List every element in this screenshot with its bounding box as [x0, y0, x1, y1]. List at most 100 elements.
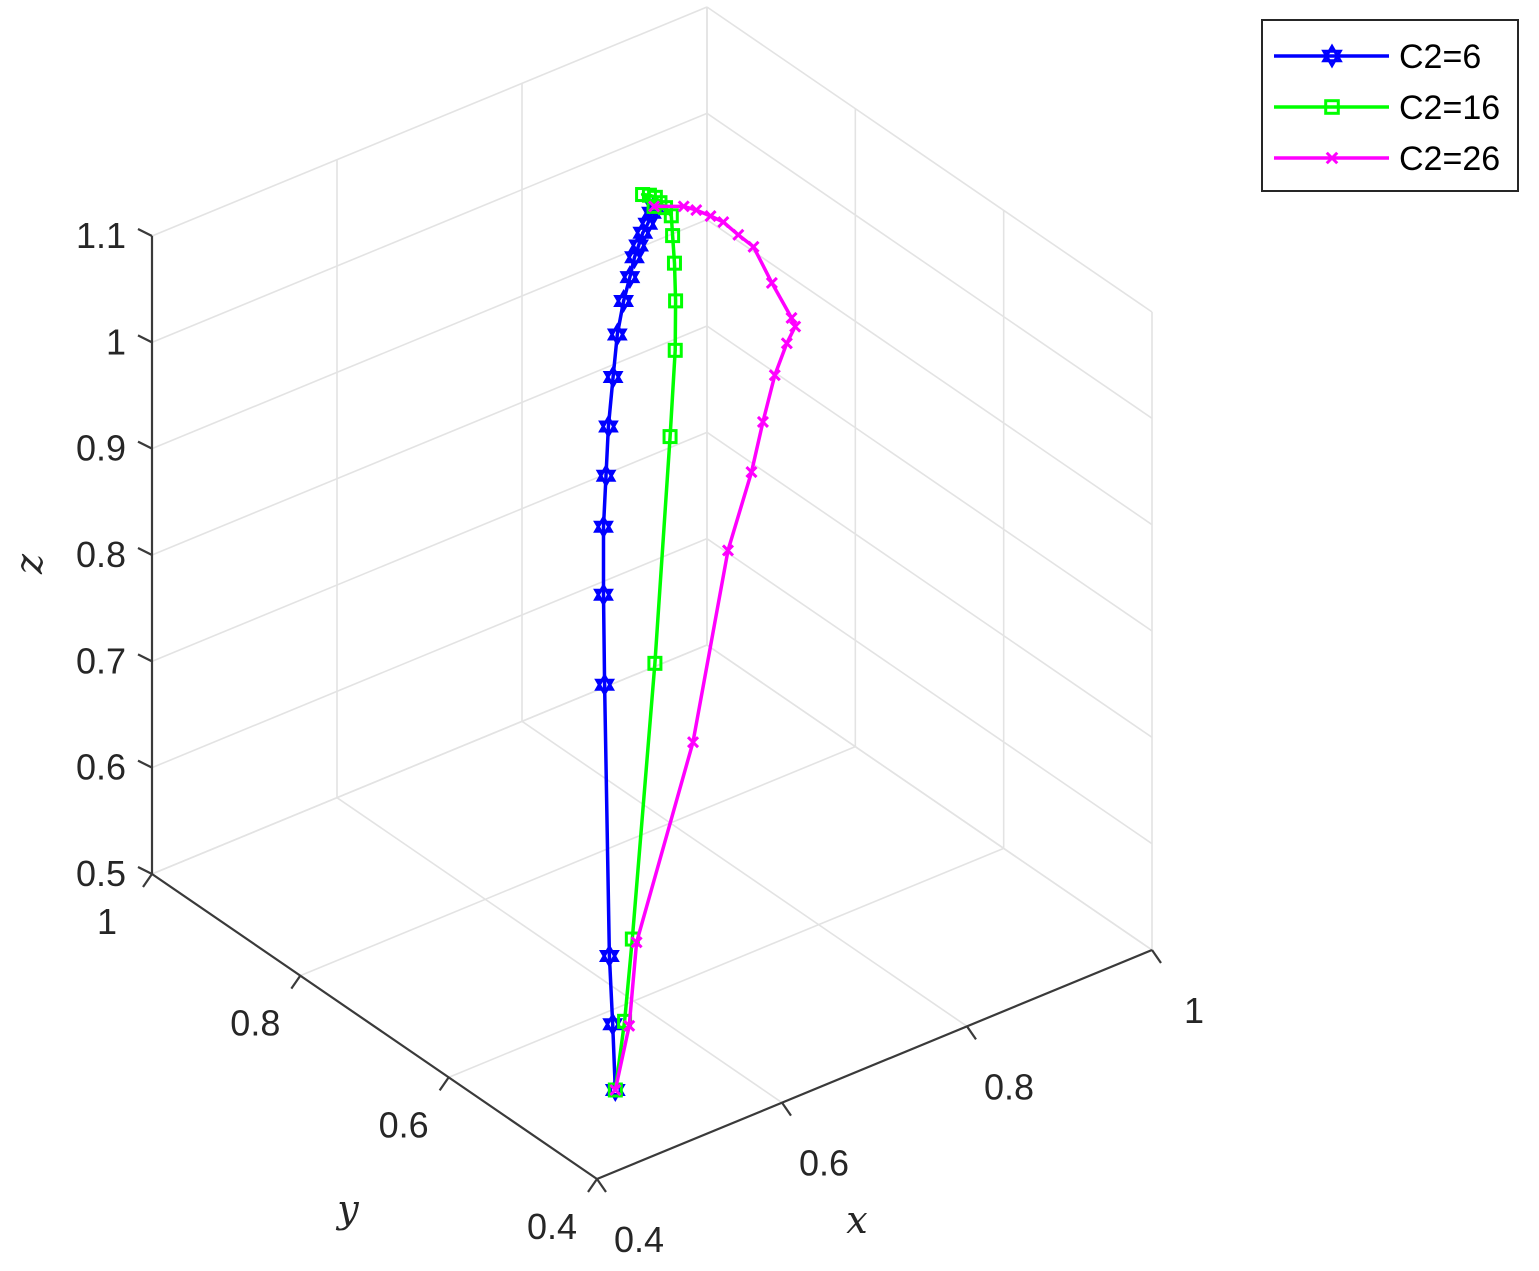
marker-hexagram	[595, 463, 617, 488]
x-tick-label: 0.6	[799, 1143, 849, 1184]
marker-square	[667, 342, 683, 358]
z-tick	[137, 547, 153, 556]
axes: 0.4 0.6 0.8 1 0.4 0.6 0.8 1 0.5 0.6 0.7 0.8 0.9 1 1.1	[76, 215, 1204, 1260]
marker-x	[609, 1083, 622, 1097]
z-tick	[137, 440, 153, 450]
marker-square	[1324, 99, 1340, 115]
grid-line	[448, 847, 1004, 1079]
x-axis-label: x	[846, 1198, 867, 1242]
legend-entry: C2=6	[1274, 38, 1481, 76]
marker-x	[768, 369, 781, 382]
x-tick	[596, 1178, 607, 1193]
marker-hexagram	[602, 365, 624, 389]
x-tick-label: 0.8	[984, 1066, 1034, 1107]
marker-x	[648, 200, 661, 213]
marker-x	[1325, 151, 1339, 165]
marker-square	[662, 429, 678, 445]
legend-entry: C2=26	[1274, 140, 1500, 178]
grid-line	[151, 431, 708, 663]
legend-label: C2=26	[1399, 140, 1500, 178]
marker-x	[677, 200, 690, 213]
y-tick	[142, 873, 153, 888]
grid-line	[300, 745, 856, 977]
marker-x	[765, 276, 778, 289]
marker-hexagram	[593, 582, 614, 607]
z-tick-label: 0.6	[76, 747, 126, 788]
y-tick-label: 1	[97, 901, 117, 942]
grid-line	[706, 112, 1153, 419]
grid-line	[151, 537, 708, 769]
x-tick-label: 0.4	[614, 1219, 664, 1260]
grid-line	[521, 720, 968, 1027]
legend-label: C2=6	[1399, 38, 1481, 76]
marker-hexagram	[613, 289, 634, 313]
marker-square	[635, 187, 651, 203]
grid-line	[706, 644, 1153, 951]
z-tick	[137, 228, 153, 237]
grid-line	[706, 538, 1153, 845]
legend: C2=6 C2=16 C2=26	[1261, 19, 1519, 192]
y-tick	[587, 1178, 598, 1193]
z-tick-label: 0.8	[76, 534, 126, 575]
grid-line	[706, 6, 1153, 313]
marker-square	[665, 228, 681, 244]
z-tick	[137, 334, 153, 344]
marker-x	[630, 936, 643, 949]
marker-x	[721, 544, 735, 557]
grid-lines	[151, 6, 1153, 1180]
grid-line	[151, 644, 708, 875]
grid-line	[151, 325, 708, 556]
marker-hexagram	[598, 414, 619, 439]
marker-x	[690, 204, 703, 217]
marker-x	[780, 337, 793, 350]
z-tick-label: 0.7	[76, 640, 126, 681]
marker-square	[666, 255, 682, 271]
grid-line	[151, 112, 708, 344]
series-3	[609, 200, 802, 1097]
marker-x	[704, 209, 717, 223]
y-tick	[438, 1076, 450, 1091]
series-line	[613, 192, 678, 1091]
marker-hexagram	[599, 944, 620, 968]
x-tick	[966, 1025, 977, 1040]
z-axis-label: z	[7, 553, 51, 575]
marker-hexagram	[619, 265, 641, 290]
marker-hexagram	[602, 1012, 624, 1037]
y-tick-label: 0.6	[379, 1104, 429, 1145]
grid-line	[151, 218, 708, 450]
marker-x	[717, 215, 730, 229]
z-tick	[137, 866, 153, 875]
marker-x	[686, 736, 700, 749]
x-tick	[781, 1102, 792, 1117]
marker-hexagram	[606, 322, 628, 347]
legend-label: C2=16	[1399, 89, 1500, 127]
z-tick-label: 0.9	[76, 428, 126, 469]
y-axis-label: y	[335, 1187, 359, 1231]
y-tick-label: 0.8	[230, 1003, 280, 1044]
marker-x	[756, 415, 770, 429]
z-tick	[137, 653, 153, 663]
y-axis-line	[151, 873, 598, 1180]
marker-hexagram	[594, 672, 615, 697]
x-tick	[1151, 949, 1162, 964]
marker-x	[745, 466, 758, 479]
series-line	[601, 205, 656, 1091]
z-tick-label: 1.1	[76, 215, 126, 256]
marker-x	[789, 320, 802, 333]
y-tick	[290, 975, 302, 990]
marker-hexagram	[593, 514, 614, 539]
marker-square	[647, 655, 663, 671]
marker-x	[747, 240, 760, 253]
grid-line	[706, 219, 1153, 526]
x-axis-line	[596, 948, 1153, 1181]
x-tick-label: 1	[1184, 990, 1204, 1031]
grid-line	[706, 431, 1153, 738]
marker-square	[668, 293, 684, 309]
grid-line	[151, 6, 708, 237]
marker-x	[623, 1019, 636, 1032]
axis-labels: z y x	[7, 553, 868, 1242]
marker-x	[732, 228, 745, 241]
marker-hexagram	[1321, 43, 1343, 69]
series-line	[613, 204, 797, 1091]
